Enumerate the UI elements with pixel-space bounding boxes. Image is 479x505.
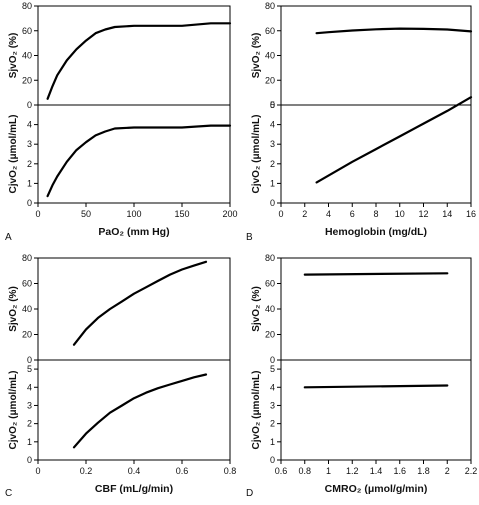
panel-c-bottom-ytick-label: 3 [27,400,32,410]
panel-d-xlabel: CMRO₂ (μmol/g/min) [325,483,428,495]
panel-d-bottom-ytick-label: 5 [270,364,275,374]
panel-a-bottom-ytick-label: 2 [27,159,32,169]
panel-d-top-ytick-label: 20 [265,330,275,340]
panel-b-top-ytick-label: 40 [265,51,275,61]
panel-d-xtick-label: 2.2 [465,466,478,476]
panel-b-xtick-label: 12 [418,209,428,219]
panel-b-bottom-ytick-label: 4 [270,120,275,130]
panel-a-top-ytick-label: 0 [27,100,32,110]
panel-c-top-ytick-label: 80 [22,253,32,263]
panel-d-xtick-label: 1 [326,466,331,476]
panel-b-xtick-label: 14 [442,209,452,219]
panel-b-bottom-ytick-label: 0 [270,198,275,208]
panel-a-xlabel: PaO₂ (mm Hg) [98,226,169,238]
panel-d-bottom-series-line [303,384,449,389]
panel-c-xtick-label: 0.8 [224,466,237,476]
panel-c-top-ytick-label: 0 [27,355,32,365]
panel-c-frame [37,257,231,461]
panel-c-xtick-label: 0 [35,466,40,476]
panel-a-top-ytick-label: 60 [22,26,32,36]
panel-b-xtick-label: 4 [326,209,331,219]
panel-b-letter: B [246,232,253,243]
panel-c-xtick-label: 0.6 [176,466,189,476]
panel-d-frame [280,257,472,461]
panel-b-bottom-series-line [315,96,473,184]
panel-a-xtick-label: 200 [222,209,237,219]
panel-c-top-ytick-label: 60 [22,279,32,289]
panel-c-bottom-ylabel: CjvO₂ (μmol/mL) [8,371,19,450]
panel-a-xtick-label: 0 [35,209,40,219]
panel-c-xtick-label: 0.4 [128,466,141,476]
panel-b-top-ytick-label: 20 [265,75,275,85]
panel-c-bottom-series-line [72,373,208,449]
panel-d-letter: D [246,488,253,499]
panel-d-bottom-ytick-label: 4 [270,382,275,392]
panel-c-bottom-ytick-label: 2 [27,419,32,429]
panel-a-bottom-ytick-label: 0 [27,198,32,208]
panel-c-top-ytick-label: 20 [22,330,32,340]
panel-a-xtick-label: 50 [81,209,91,219]
panel-b-xlabel: Hemoglobin (mg/dL) [325,226,427,238]
panel-c-bottom-ytick-label: 4 [27,382,32,392]
panel-a-top-series-line [46,22,232,100]
panel-d-bottom-ytick-label: 3 [270,400,275,410]
panel-c-letter: C [5,488,12,499]
panel-d-xtick-label: 1.8 [417,466,430,476]
panel-c-top-ylabel: SjvO₂ (%) [8,286,19,332]
panel-b-xtick-label: 16 [466,209,476,219]
panel-b-xtick-label: 2 [302,209,307,219]
panel-d-xtick-label: 0.8 [298,466,311,476]
panel-c-top-series-line [72,260,208,346]
panel-a-bottom-ytick-label: 1 [27,178,32,188]
panel-a-bottom-ytick-label: 3 [27,139,32,149]
panel-a-xtick-label: 150 [174,209,189,219]
panel-a-letter: A [5,232,12,243]
panel-b-xtick-label: 6 [350,209,355,219]
panel-b-top-ytick-label: 80 [265,1,275,11]
panel-c-top-ytick-label: 40 [22,304,32,314]
panel-a-bottom-ytick-label: 4 [27,120,32,130]
panel-d-bottom-ylabel: CjvO₂ (μmol/mL) [251,371,262,450]
panel-a-xtick-label: 100 [126,209,141,219]
panel-c-xlabel: CBF (mL/g/min) [95,483,173,495]
panel-b-bottom-ytick-label: 3 [270,139,275,149]
panel-a-bottom-series-line [46,124,232,198]
panel-b-xtick-label: 0 [278,209,283,219]
panel-c-bottom-ytick-label: 5 [27,364,32,374]
panel-d-top-ytick-label: 60 [265,279,275,289]
panel-c-bottom-ytick-label: 1 [27,437,32,447]
panel-b-bottom-ytick-label: 2 [270,159,275,169]
panel-a-top-ytick-label: 40 [22,51,32,61]
panel-d-bottom-ytick-label: 2 [270,419,275,429]
panel-d-top-ytick-label: 40 [265,304,275,314]
panel-d-top-ytick-label: 80 [265,253,275,263]
panel-b-bottom-ytick-label: 1 [270,178,275,188]
panel-c-bottom-ytick-label: 0 [27,455,32,465]
panel-a-top-ylabel: SjvO₂ (%) [8,33,19,79]
panel-d-xtick-label: 2 [445,466,450,476]
panel-d-xtick-label: 0.6 [275,466,288,476]
panel-b-top-ytick-label: 60 [265,26,275,36]
panel-d-top-ylabel: SjvO₂ (%) [251,286,262,332]
panel-b-top-series-line [315,27,473,35]
panel-b-top-ytick-label: 0 [270,100,275,110]
panel-b-xtick-label: 10 [395,209,405,219]
panel-a-top-ytick-label: 20 [22,75,32,85]
panel-a-bottom-ylabel: CjvO₂ (μmol/mL) [8,115,19,194]
panel-d-xtick-label: 1.6 [393,466,406,476]
panel-d-top-series-line [303,272,449,276]
panel-d-top-ytick-label: 0 [270,355,275,365]
panel-a-top-ytick-label: 80 [22,1,32,11]
panel-b-bottom-ylabel: CjvO₂ (μmol/mL) [251,115,262,194]
panel-d-bottom-ytick-label: 1 [270,437,275,447]
panel-d-bottom-ytick-label: 0 [270,455,275,465]
panel-c-xtick-label: 0.2 [80,466,93,476]
panel-b-xtick-label: 8 [373,209,378,219]
panel-d-xtick-label: 1.2 [346,466,359,476]
panel-b-bottom-ytick-label: 5 [270,100,275,110]
panel-d-xtick-label: 1.4 [370,466,383,476]
panel-b-top-ylabel: SjvO₂ (%) [251,33,262,79]
